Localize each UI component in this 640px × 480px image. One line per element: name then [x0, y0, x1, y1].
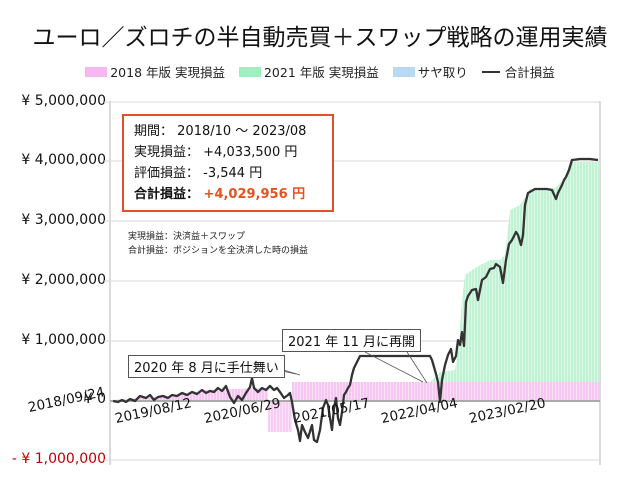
- y-tick-2m: ¥ 2,000,000: [21, 272, 106, 288]
- legend-item-total[interactable]: 合計損益: [481, 62, 555, 81]
- legend-label: サヤ取り: [417, 65, 468, 80]
- legend-item-saya[interactable]: サヤ取り: [392, 62, 468, 81]
- legend-label: 合計損益: [504, 65, 555, 80]
- note-realized: 実現損益：決済益＋スワップ: [128, 232, 246, 242]
- y-tick-3m: ¥ 3,000,000: [21, 212, 106, 228]
- blue-swatch-icon: [392, 66, 415, 77]
- legend: 2018 年版 実現損益 2021 年版 実現損益 サヤ取り 合計損益: [0, 62, 640, 81]
- total-value: +4,029,956 円: [203, 187, 306, 202]
- y-tick-1m: ¥ 1,000,000: [21, 332, 106, 348]
- period-value: 2018/10 ～ 2023/08: [177, 124, 307, 139]
- legend-item-2018[interactable]: 2018 年版 実現損益: [85, 62, 225, 81]
- note-total: 合計損益：ポジションを全決済した時の損益: [128, 246, 309, 256]
- realized-row: 実現損益： +4,033,500 円: [134, 145, 298, 160]
- green-swatch-icon: [238, 66, 261, 77]
- callout-stop: 2020 年 8 月に手仕舞い: [128, 355, 285, 378]
- y-tick-4m: ¥ 4,000,000: [21, 152, 106, 168]
- y-tick-neg-1m: - ¥ 1,000,000: [11, 451, 106, 467]
- unrealized-value: -3,544 円: [203, 166, 263, 181]
- chart-title: ユーロ／ズロチの半自動売買＋スワップ戦略の運用実績: [32, 25, 608, 51]
- line-swatch-icon: [481, 70, 500, 73]
- legend-item-2021[interactable]: 2021 年版 実現損益: [238, 62, 379, 81]
- unrealized-row: 評価損益： -3,544 円: [134, 166, 263, 181]
- callout-restart: 2021 年 11 月に再開: [282, 329, 422, 352]
- summary-box: 期間： 2018/10 ～ 2023/08 実現損益： +4,033,500 円…: [122, 114, 334, 212]
- period-row: 期間： 2018/10 ～ 2023/08: [134, 124, 307, 139]
- y-tick-0: ¥ 0: [83, 391, 106, 407]
- legend-label: 2018 年版 実現損益: [110, 65, 225, 80]
- total-row: 合計損益： +4,029,956 円: [134, 187, 306, 202]
- legend-label: 2021 年版 実現損益: [263, 65, 379, 80]
- pink-swatch-icon: [85, 66, 108, 77]
- y-tick-5m: ¥ 5,000,000: [21, 93, 106, 109]
- realized-value: +4,033,500 円: [203, 145, 298, 160]
